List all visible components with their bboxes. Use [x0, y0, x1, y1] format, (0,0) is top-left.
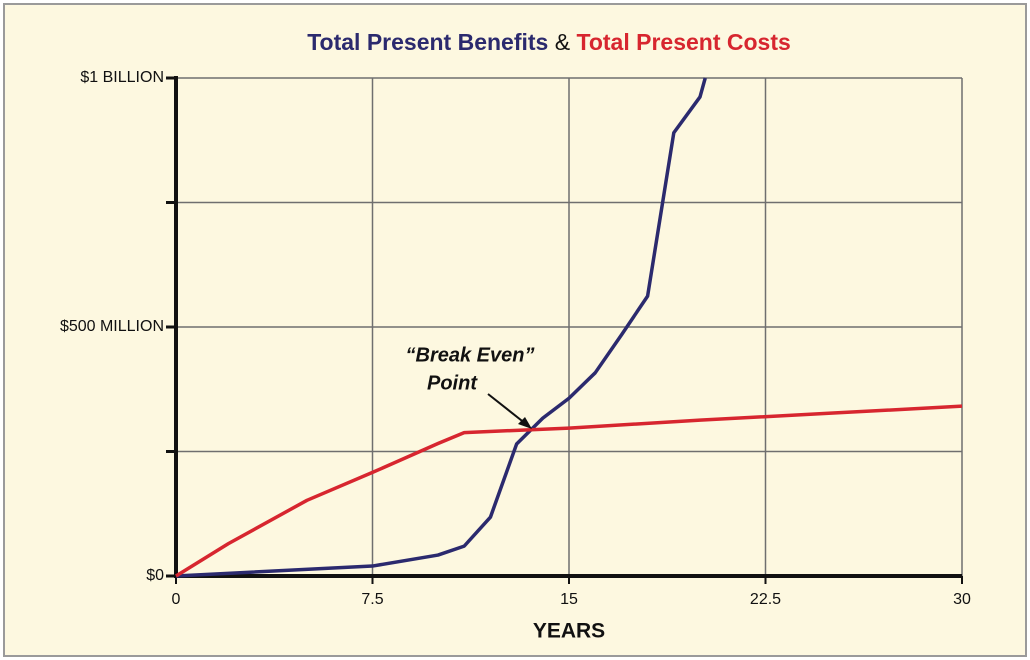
y-tick-label: $1 BILLION — [80, 69, 164, 86]
annotation-arrowhead — [518, 417, 532, 429]
title-costs: Total Present Costs — [576, 29, 790, 55]
x-tick-label: 0 — [172, 591, 181, 608]
y-tick-label: $0 — [146, 567, 164, 584]
plot: $0 $500 MILLION $1 BILLION 0 7.5 15 22.5 30 — [60, 69, 971, 608]
title-benefits: Total Present Benefits — [307, 29, 548, 55]
series-line — [175, 404, 963, 578]
x-axis-label: YEARS — [533, 620, 605, 643]
x-tick-label: 30 — [953, 591, 971, 608]
annotation: Point — [427, 372, 478, 394]
x-tick-label: 22.5 — [750, 591, 781, 608]
x-tick-label: 7.5 — [361, 591, 383, 608]
title-connector: & — [555, 29, 570, 55]
annotation-arrow — [487, 393, 527, 425]
x-tick-label: 15 — [560, 591, 578, 608]
annotation: “Break Even” — [406, 344, 535, 366]
series-line — [175, 77, 707, 578]
y-tick-label: $500 MILLION — [60, 318, 164, 335]
chart-title: Total Present Benefits & Total Present C… — [307, 29, 791, 55]
